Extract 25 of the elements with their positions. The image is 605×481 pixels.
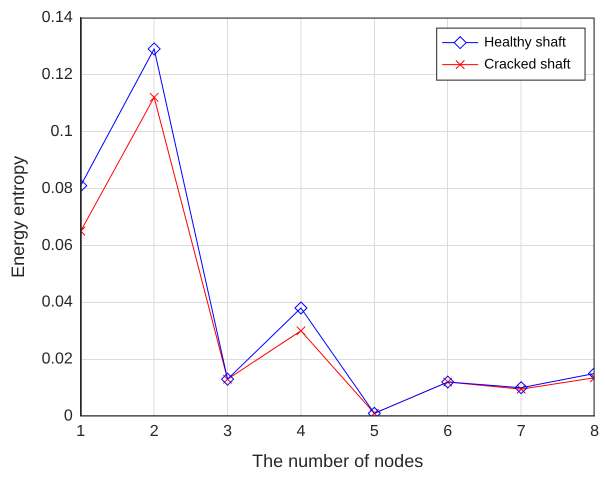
y-tick-label: 0 — [64, 408, 73, 425]
x-tick-label: 6 — [443, 423, 452, 440]
x-axis-title: The number of nodes — [252, 451, 424, 472]
y-tick-label: 0.12 — [42, 66, 73, 83]
y-tick-label: 0.14 — [42, 9, 73, 26]
x-tick-label: 5 — [370, 423, 379, 440]
legend-label: Cracked shaft — [484, 55, 571, 72]
x-tick-label: 4 — [296, 423, 306, 440]
x-tick-label: 8 — [590, 423, 600, 440]
point — [149, 92, 159, 102]
y-tick-label: 0.04 — [42, 294, 73, 311]
point — [294, 302, 308, 315]
x-tick-label: 1 — [76, 423, 86, 440]
x-tick-label: 2 — [150, 423, 159, 440]
y-tick-label: 0.02 — [42, 350, 73, 368]
x-tick-label: 7 — [516, 423, 526, 440]
point — [514, 381, 528, 394]
y-tick-label: 0.06 — [42, 236, 73, 254]
y-axis-title: Energy entropy — [8, 156, 28, 278]
y-tick-label: 0.1 — [50, 122, 73, 140]
legend-label: Healthy shaft — [484, 33, 566, 50]
point — [296, 326, 306, 336]
x-tick-label: 3 — [223, 423, 232, 440]
point — [148, 42, 161, 56]
y-tick-label: 0.08 — [42, 180, 73, 197]
